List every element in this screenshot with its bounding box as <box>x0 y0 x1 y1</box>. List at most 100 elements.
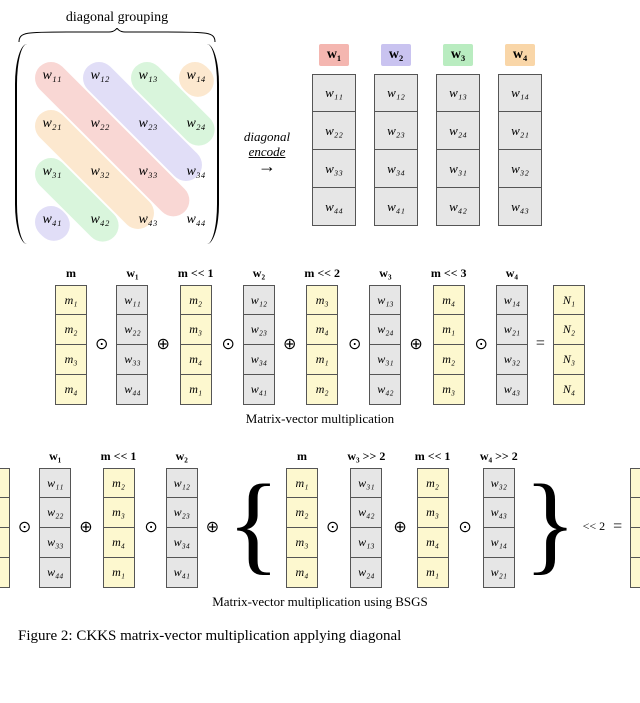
operator: ⊙ <box>93 334 110 354</box>
vector-term: w₄w₁₄w₂₁w₃₂w₄₃ <box>496 266 528 405</box>
encoded-head: w₁ <box>319 44 349 66</box>
encode-arrow: diagonal encode → <box>222 10 312 176</box>
vector-cell: m₁ <box>0 468 10 498</box>
vector-cell: m₂ <box>417 468 449 498</box>
operator: ⊙ <box>324 517 341 537</box>
vector-cell: m₁ <box>180 375 212 405</box>
matrix-cell: w₄₂ <box>83 212 117 228</box>
vector-cell: m₂ <box>103 468 135 498</box>
vector-cell: N₃ <box>630 528 640 558</box>
encoded-cell: w₄₁ <box>374 188 418 226</box>
vector-cell: w₄₃ <box>496 375 528 405</box>
vector-term: w₃ >> 2w₃₁w₄₂w₁₃w₂₄ <box>347 449 385 588</box>
vector-cell: w₃₂ <box>496 345 528 375</box>
encoded-cell: w₁₄ <box>498 74 542 112</box>
vector-cell: m₄ <box>417 528 449 558</box>
brace-label: diagonal grouping <box>12 10 222 26</box>
vector-cell: w₂₄ <box>350 558 382 588</box>
matrix-cell: w₃₃ <box>131 164 165 180</box>
vector-cell: N₁ <box>553 285 585 315</box>
vector-cell: w₁₃ <box>369 285 401 315</box>
vector-cell: w₄₄ <box>39 558 71 588</box>
operator: = <box>534 335 547 353</box>
encoded-head: w₂ <box>381 44 411 66</box>
encoded-cell: w₁₃ <box>436 74 480 112</box>
vector-term: N₁N₂N₃N₄ <box>553 266 585 405</box>
vector-cell: m₁ <box>417 558 449 588</box>
left-brace-icon: { <box>227 474 280 573</box>
vector-cell: w₃₁ <box>369 345 401 375</box>
operator: ⊙ <box>142 517 159 537</box>
operator: ⊕ <box>407 334 424 354</box>
vector-term: m << 2m₃m₄m₁m₂ <box>304 266 340 405</box>
encoded-column: w₄w₁₄w₂₁w₃₂w₄₃ <box>498 44 542 226</box>
vector-head: w₃ >> 2 <box>347 449 385 465</box>
encoded-head: w₃ <box>443 44 473 66</box>
vector-cell: m₄ <box>55 375 87 405</box>
vector-head: w₄ >> 2 <box>480 449 518 465</box>
figure-caption: Figure 2: CKKS matrix-vector multiplicat… <box>12 628 628 645</box>
encoded-cell: w₂₃ <box>374 112 418 150</box>
vector-cell: w₂₂ <box>39 498 71 528</box>
matrix-cell: w₂₁ <box>35 116 69 132</box>
mid-equation: mm₁m₂m₃m₄⊙w₁w₁₁w₂₂w₃₃w₄₄⊕m << 1m₂m₃m₄m₁⊙… <box>12 266 628 405</box>
vector-cell: m₁ <box>286 468 318 498</box>
matrix-block: diagonal grouping w₁₁w₁₂w₁₃w₁₄w₂₁w₂₂w₂₃w… <box>12 10 222 244</box>
vector-cell: w₃₃ <box>116 345 148 375</box>
bot-caption: Matrix-vector multiplication using BSGS <box>12 594 628 610</box>
vector-cell: w₁₄ <box>483 528 515 558</box>
vector-cell: w₄₂ <box>369 375 401 405</box>
vector-cell: m₂ <box>306 375 338 405</box>
vector-cell: m₃ <box>306 285 338 315</box>
vector-cell: m₃ <box>103 498 135 528</box>
vector-term: m << 1m₂m₃m₄m₁ <box>178 266 214 405</box>
vector-cell: m₃ <box>417 498 449 528</box>
operator: ⊙ <box>346 334 363 354</box>
vector-cell: m₂ <box>433 345 465 375</box>
operator: ⊙ <box>456 517 473 537</box>
vector-cell: m₂ <box>180 285 212 315</box>
vector-cell: m₄ <box>306 315 338 345</box>
matrix-cell: w₂₄ <box>179 116 213 132</box>
vector-cell: w₂₂ <box>116 315 148 345</box>
vector-cell: m₄ <box>433 285 465 315</box>
encoded-cell: w₂₁ <box>498 112 542 150</box>
matrix-cell: w₁₄ <box>179 68 213 84</box>
vector-cell: w₂₁ <box>483 558 515 588</box>
matrix-cell: w₃₄ <box>179 164 213 180</box>
vector-cell: w₄₁ <box>243 375 275 405</box>
vector-cell: w₄₂ <box>350 498 382 528</box>
vector-head: m << 1 <box>178 266 214 282</box>
vector-term: m << 1m₂m₃m₄m₁ <box>415 449 451 588</box>
vector-cell: m₄ <box>286 558 318 588</box>
vector-head: m <box>297 449 307 465</box>
vector-cell: m₄ <box>180 345 212 375</box>
vector-term: w₂w₁₂w₂₃w₃₄w₄₁ <box>166 449 198 588</box>
vector-cell: w₄₁ <box>166 558 198 588</box>
vector-cell: w₂₃ <box>166 498 198 528</box>
shift-label: << 2 <box>583 519 606 534</box>
vector-term: m << 3m₄m₁m₂m₃ <box>431 266 467 405</box>
encoded-cell: w₄₂ <box>436 188 480 226</box>
operator: ⊙ <box>220 334 237 354</box>
bot-section: mm₁m₂m₃m₄⊙w₁w₁₁w₂₂w₃₃w₄₄⊕m << 1m₂m₃m₄m₁⊙… <box>12 449 628 610</box>
vector-term: w₁w₁₁w₂₂w₃₃w₄₄ <box>116 266 148 405</box>
vector-head: m << 2 <box>304 266 340 282</box>
encoded-cell: w₄₄ <box>312 188 356 226</box>
vector-cell: m₃ <box>433 375 465 405</box>
vector-cell: m₁ <box>55 285 87 315</box>
mid-section: mm₁m₂m₃m₄⊙w₁w₁₁w₂₂w₃₃w₄₄⊕m << 1m₂m₃m₄m₁⊙… <box>12 266 628 427</box>
matrix-cell: w₁₃ <box>131 68 165 84</box>
matrix-cell: w₃₂ <box>83 164 117 180</box>
brace-icon <box>17 28 217 44</box>
operator: ⊕ <box>204 517 221 537</box>
operator: = <box>611 518 624 536</box>
vector-cell: m₃ <box>55 345 87 375</box>
vector-cell: m₃ <box>0 528 10 558</box>
operator: ⊙ <box>473 334 490 354</box>
right-brace-icon: } <box>524 474 577 573</box>
vector-term: w₁w₁₁w₂₂w₃₃w₄₄ <box>39 449 71 588</box>
vector-cell: m₁ <box>433 315 465 345</box>
encoded-cell: w₄₃ <box>498 188 542 226</box>
vector-cell: w₁₂ <box>243 285 275 315</box>
